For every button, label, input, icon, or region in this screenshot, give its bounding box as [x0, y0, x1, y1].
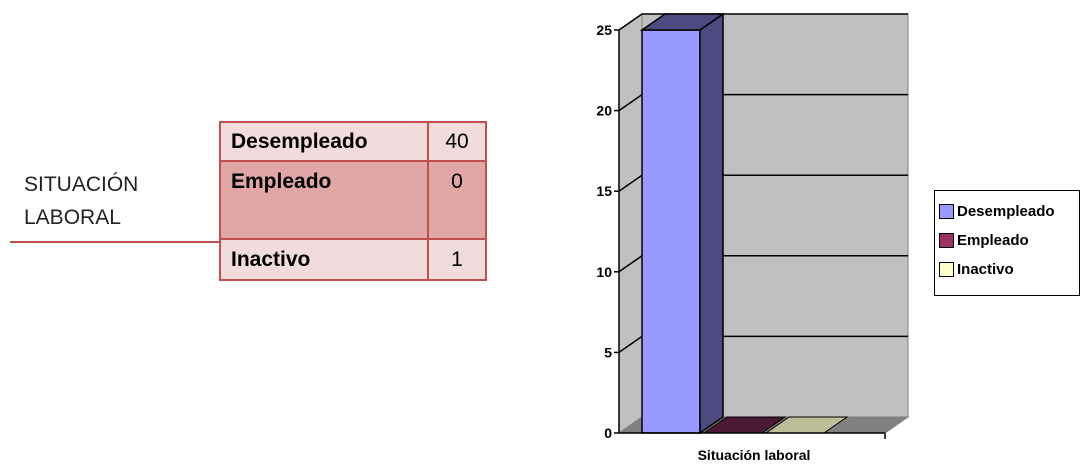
bar-front — [641, 29, 701, 434]
chart-bars — [639, 12, 849, 435]
row-label: Desempleado — [219, 121, 429, 162]
row-label: Empleado — [219, 160, 429, 240]
section-label-line1: SITUACIÓN — [24, 173, 139, 196]
y-tick-label: 25 — [596, 22, 612, 38]
row-label: Inactivo — [219, 238, 429, 281]
row-value: 0 — [427, 160, 487, 240]
legend-swatch-desempleado — [939, 204, 954, 219]
situacion-laboral-label: SITUACIÓN LABORAL — [24, 168, 138, 234]
table-row: Empleado 0 — [219, 160, 487, 240]
label-underline — [10, 241, 220, 243]
legend-swatch-empleado — [939, 233, 954, 248]
table-row: Inactivo 1 — [219, 238, 487, 281]
legend-item-inactivo: Inactivo — [935, 255, 1079, 284]
bar-desempleado — [639, 12, 726, 435]
legend-item-desempleado: Desempleado — [935, 197, 1079, 226]
section-label-line2: LABORAL — [24, 206, 121, 229]
legend-swatch-inactivo — [939, 262, 954, 277]
y-tick-label: 0 — [604, 425, 612, 441]
bar-side — [699, 12, 724, 435]
legend-item-empleado: Empleado — [935, 226, 1079, 255]
side-wall — [618, 13, 643, 434]
legend-label: Desempleado — [957, 203, 1055, 220]
x-axis-title: Situación laboral — [698, 447, 811, 463]
legend-label: Inactivo — [957, 261, 1014, 278]
chart-axis: 0 5 10 15 20 25 — [596, 22, 886, 441]
y-tick-label: 5 — [604, 344, 612, 360]
y-tick-label: 15 — [596, 183, 612, 199]
y-tick-label: 20 — [596, 103, 612, 119]
row-value: 40 — [427, 121, 487, 162]
gridline — [618, 13, 908, 31]
table-row: Desempleado 40 — [219, 121, 487, 162]
y-tick-label: 10 — [596, 264, 612, 280]
data-table: Desempleado 40 Empleado 0 Inactivo 1 — [219, 121, 487, 281]
row-value: 1 — [427, 238, 487, 281]
legend-label: Empleado — [957, 232, 1029, 249]
bar-top — [639, 13, 726, 31]
legend: Desempleado Empleado Inactivo — [934, 190, 1080, 296]
